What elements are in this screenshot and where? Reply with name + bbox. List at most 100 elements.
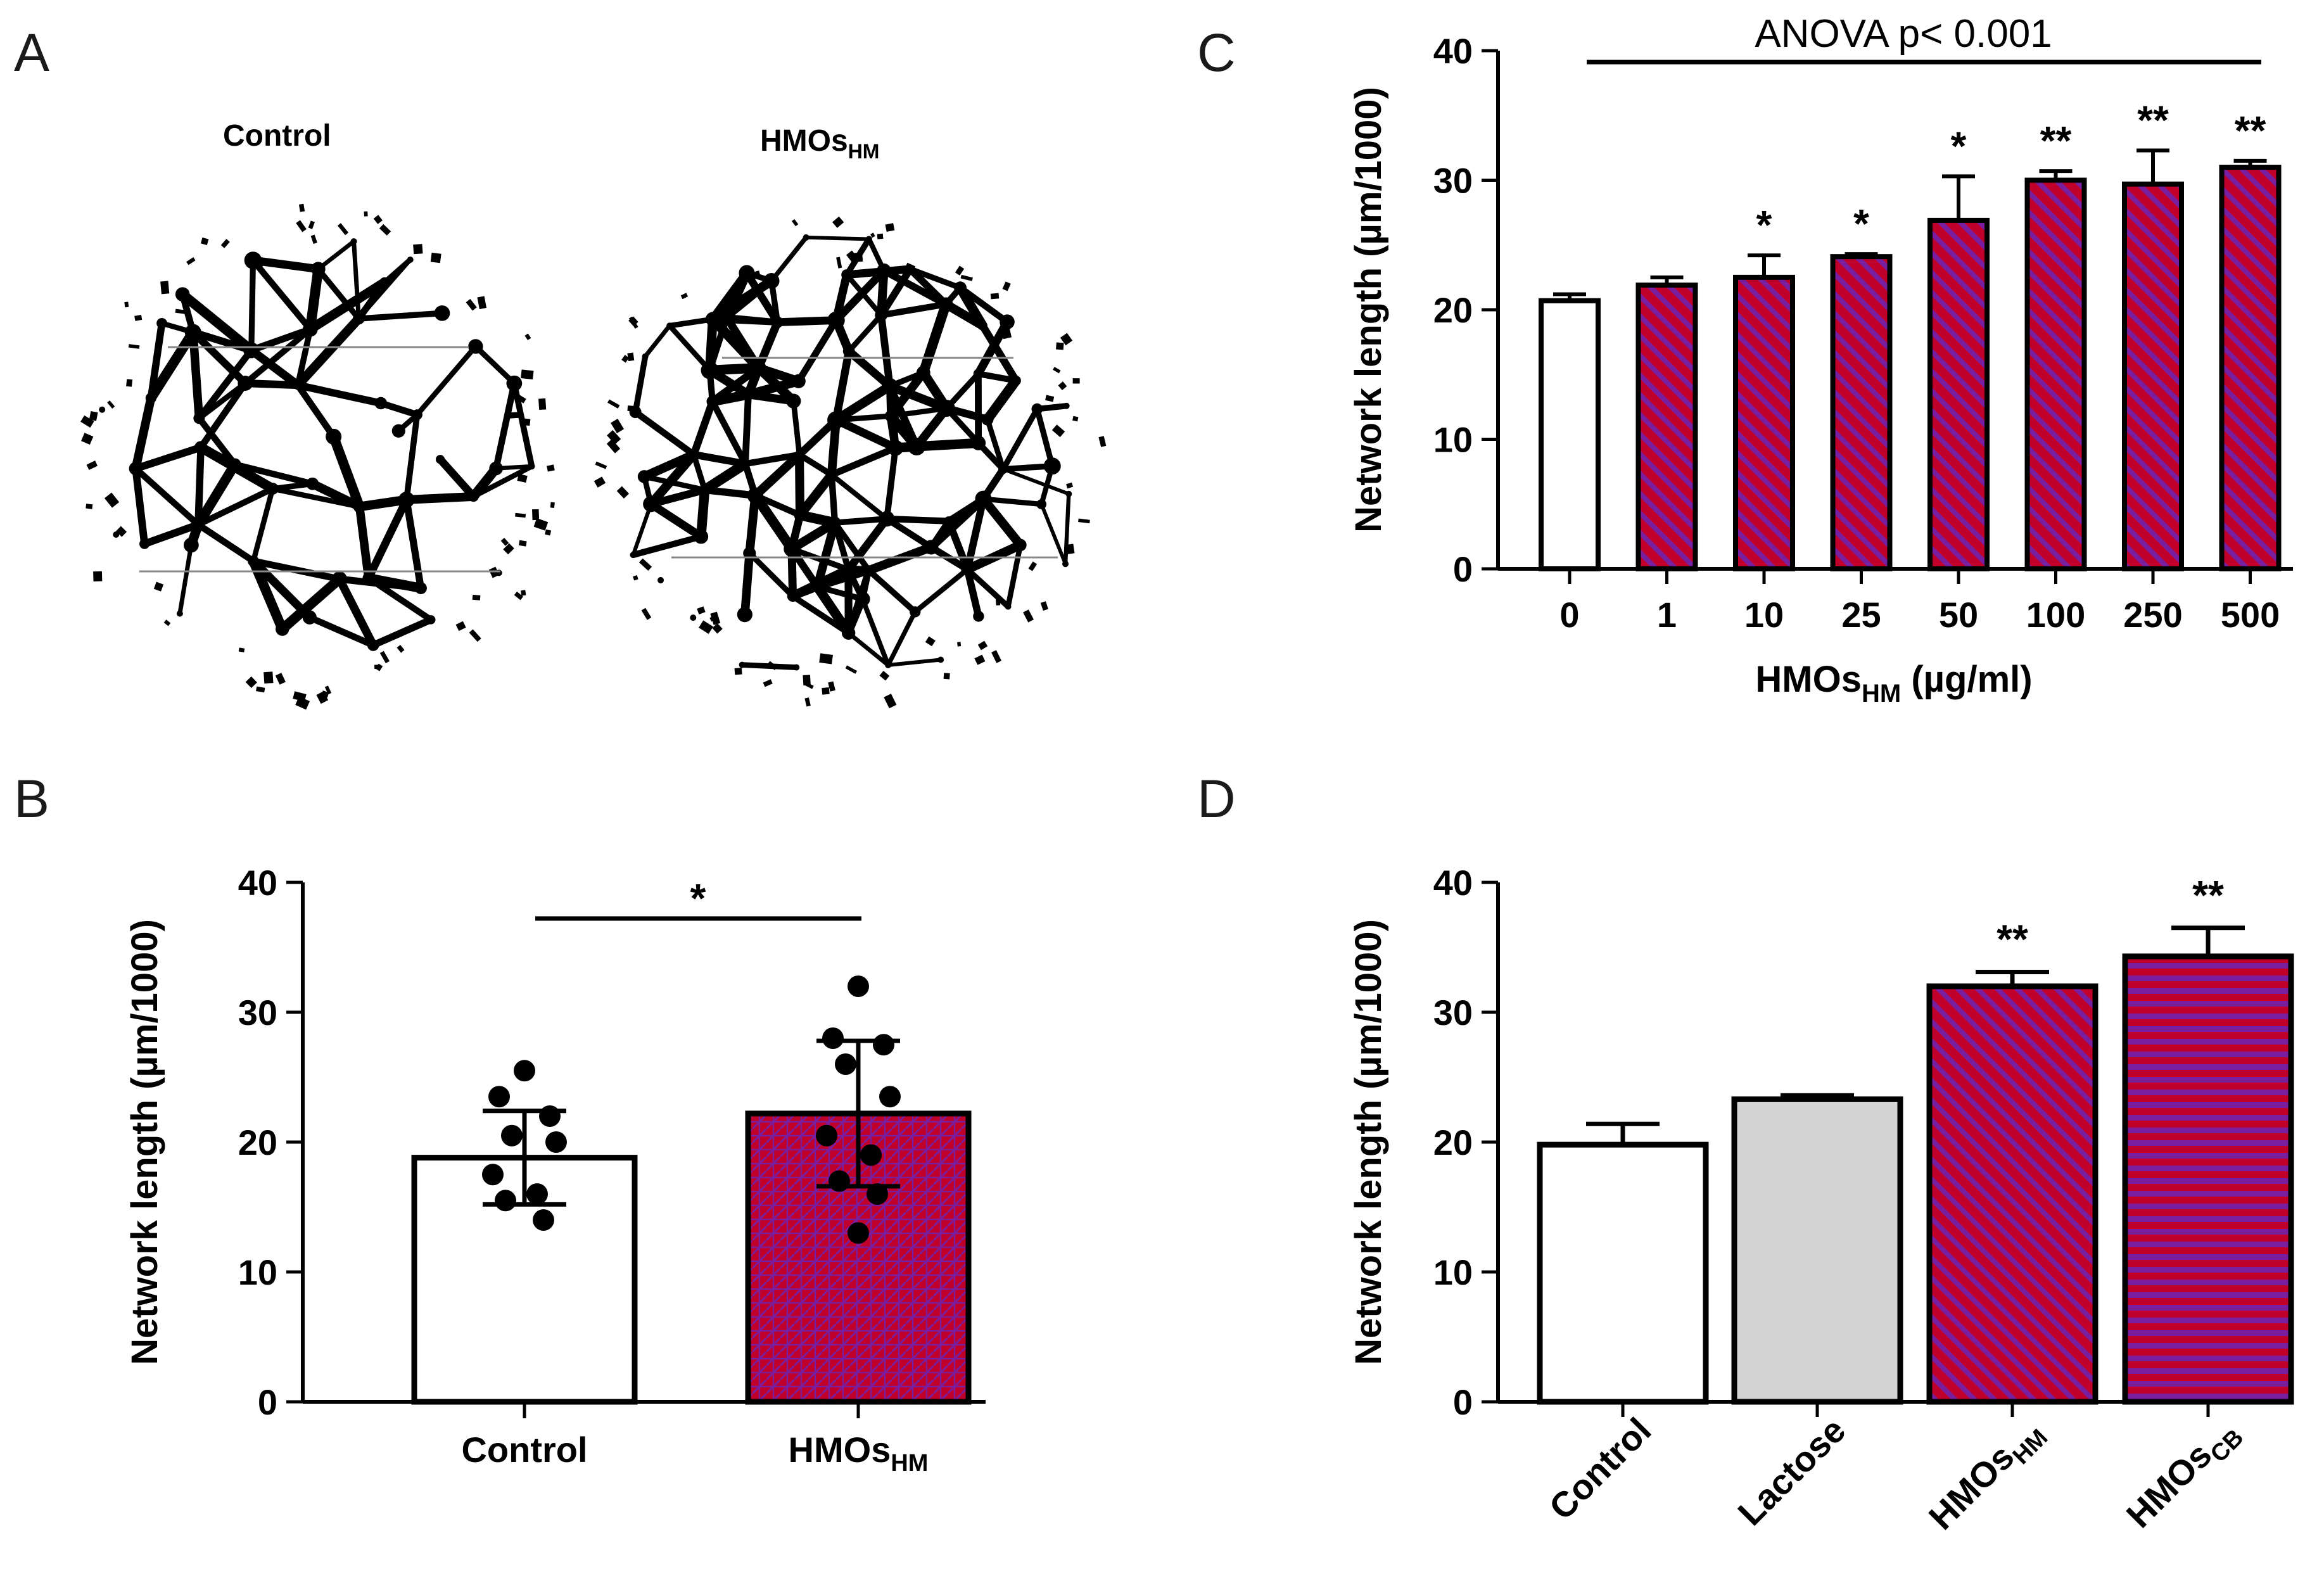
data-point xyxy=(822,1027,844,1049)
debris-fragment xyxy=(93,571,103,581)
tube-node xyxy=(812,581,822,592)
x-tick-label: 50 xyxy=(1939,595,1978,635)
tube-segment xyxy=(701,486,759,499)
debris-fragment xyxy=(469,629,481,642)
debris-fragment xyxy=(124,302,129,308)
tube-node xyxy=(353,312,365,325)
tube-node xyxy=(129,462,143,476)
tube-segment xyxy=(773,316,841,327)
tube-segment xyxy=(769,235,809,284)
tube-segment xyxy=(795,317,840,385)
tube-segment xyxy=(492,380,518,472)
significance-star: ** xyxy=(2137,97,2169,143)
debris-fragment xyxy=(1002,281,1011,291)
y-tick-label: 10 xyxy=(1433,420,1473,460)
debris-fragment xyxy=(89,411,98,421)
debris-fragment xyxy=(545,529,552,536)
tube-segment xyxy=(885,381,951,413)
x-tick-label-main: HMOs xyxy=(789,1430,891,1470)
tube-segment xyxy=(308,479,364,511)
tube-segment xyxy=(1034,406,1055,469)
tube-node xyxy=(1065,490,1072,497)
x-tick-label: 25 xyxy=(1841,595,1881,635)
tube-segment xyxy=(886,658,943,668)
tube-node xyxy=(803,234,810,241)
debris-fragment xyxy=(220,239,230,248)
y-axis-label: Network length (µm/1000) xyxy=(124,919,165,1365)
tube-segment xyxy=(746,550,796,599)
tube-node xyxy=(910,606,921,618)
anova-label: ANOVA p< 0.001 xyxy=(1755,12,2052,56)
tube-node xyxy=(468,339,483,354)
tube-node xyxy=(791,374,806,388)
data-point xyxy=(488,1086,510,1108)
tube-node xyxy=(175,287,190,302)
y-tick-label: 10 xyxy=(1433,1252,1473,1292)
tube-segment xyxy=(884,445,899,522)
tube-node xyxy=(1000,314,1015,330)
tube-segment xyxy=(814,583,866,602)
tube-segment xyxy=(647,486,709,508)
debris-fragment xyxy=(533,518,549,531)
tube-node xyxy=(139,538,150,549)
tube-node xyxy=(302,322,318,337)
tube-node xyxy=(881,378,898,395)
tube-node xyxy=(156,317,167,329)
tube-node xyxy=(908,437,926,455)
tube-segment xyxy=(250,257,314,333)
data-point xyxy=(829,1170,850,1192)
debris-fragment xyxy=(627,352,635,362)
tube-segment xyxy=(132,464,149,548)
tube-segment xyxy=(860,596,891,668)
tube-segment xyxy=(984,416,1006,472)
tube-node xyxy=(787,590,799,602)
tube-segment xyxy=(878,301,949,319)
y-tick-label: 0 xyxy=(258,1382,277,1422)
x-tick-label-main: HMOs xyxy=(2119,1435,2219,1535)
tube-node xyxy=(981,413,994,426)
tube-segment xyxy=(828,444,899,478)
debris-fragment xyxy=(767,661,778,671)
tube-segment xyxy=(305,264,324,334)
tube-node xyxy=(194,441,208,454)
significance-star: ** xyxy=(2192,872,2224,918)
tube-segment xyxy=(632,353,649,416)
tube-segment xyxy=(828,471,839,526)
tube-node xyxy=(1062,561,1069,568)
tube-segment xyxy=(832,347,853,424)
debris-fragment xyxy=(308,220,315,229)
debris-fragment xyxy=(379,651,390,664)
debris-fragment xyxy=(364,211,368,217)
tube-segment xyxy=(796,452,835,478)
tube-segment xyxy=(709,398,749,467)
tube-node xyxy=(854,591,870,607)
tube-node xyxy=(426,615,436,625)
tube-segment xyxy=(369,616,435,649)
tube-node xyxy=(407,256,414,263)
tube-segment xyxy=(250,557,343,583)
tube-segment xyxy=(927,494,988,552)
image-label-hmos: HMOsHM xyxy=(760,124,879,163)
tube-segment xyxy=(918,299,951,378)
debris-fragment xyxy=(1001,327,1012,340)
debris-fragment xyxy=(264,671,274,684)
tube-segment xyxy=(877,311,894,390)
debris-fragment xyxy=(751,270,761,277)
y-tick-label: 10 xyxy=(238,1252,277,1292)
debris-fragment xyxy=(245,676,257,689)
tube-segment xyxy=(631,502,653,557)
tube-segment xyxy=(1005,542,1024,609)
debris-fragment xyxy=(182,296,187,301)
tube-segment xyxy=(177,542,194,616)
tube-segment xyxy=(667,323,713,373)
data-point xyxy=(495,1190,516,1212)
x-tick-label: 10 xyxy=(1744,595,1784,635)
tube-segment xyxy=(293,314,364,390)
tube-node xyxy=(266,483,279,495)
chart-d: 0 10 20 30 40 Network length (µm/1000) Control… xyxy=(1348,863,2294,1537)
tube-segment xyxy=(982,375,1021,424)
tube-segment xyxy=(248,257,257,353)
tube-segment xyxy=(690,452,708,493)
debris-fragment xyxy=(515,512,526,518)
debris-fragment xyxy=(641,607,652,620)
